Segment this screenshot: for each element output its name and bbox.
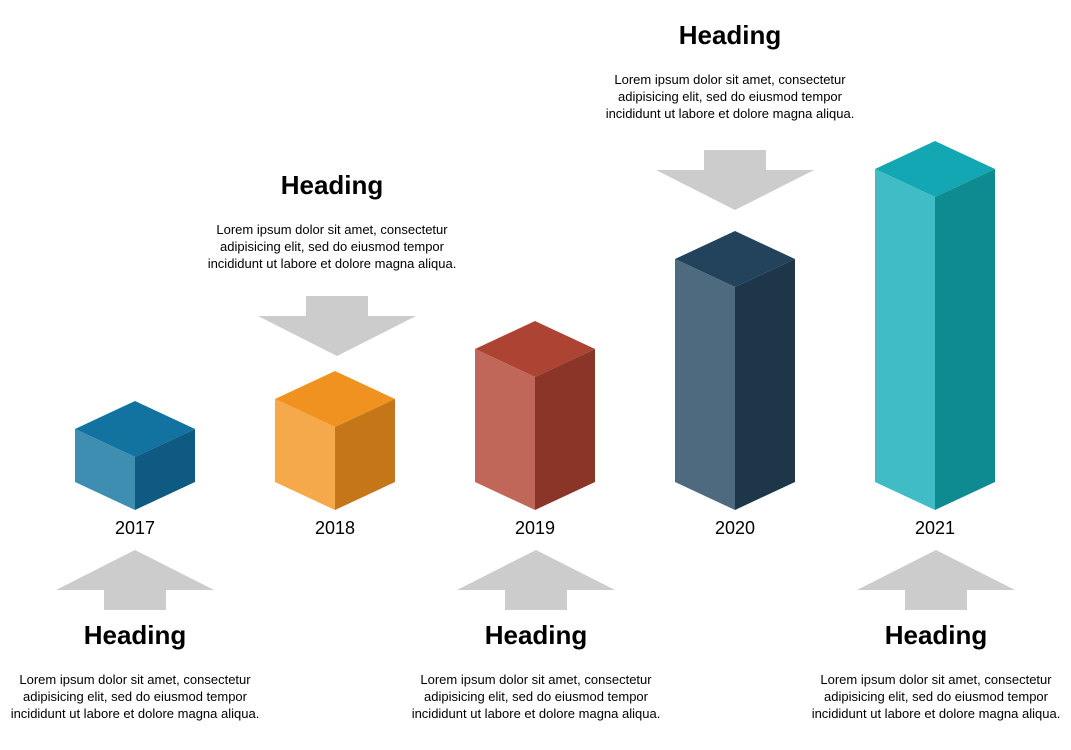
block-2019-left-face: [475, 349, 535, 510]
year-label-2020: 2020: [714, 518, 756, 538]
arrow-down-2020: [656, 150, 814, 210]
block-2017-right-face: [135, 429, 195, 510]
block-2021-left-face: [875, 169, 935, 510]
block-2019-right-face: [535, 349, 595, 510]
description-2019: Lorem ipsum dolor sit amet, consectetur …: [411, 672, 661, 721]
arrow-up-2019: [457, 550, 615, 610]
heading-2018: Heading: [280, 170, 384, 200]
block-2018-right-face: [335, 399, 395, 510]
block-2020-right-face: [735, 259, 795, 510]
arrow-up-2017: [56, 550, 214, 610]
description-2020: Lorem ipsum dolor sit amet, consectetur …: [605, 72, 855, 121]
block-2020-left-face: [675, 259, 735, 510]
year-label-2021: 2021: [914, 518, 956, 538]
heading-2020: Heading: [678, 20, 782, 50]
description-2017: Lorem ipsum dolor sit amet, consectetur …: [10, 672, 260, 721]
block-2021-right-face: [935, 169, 995, 510]
year-label-2019: 2019: [514, 518, 556, 538]
heading-2021: Heading: [884, 620, 988, 650]
arrow-up-2021: [857, 550, 1015, 610]
heading-2017: Heading: [83, 620, 187, 650]
description-2018: Lorem ipsum dolor sit amet, consectetur …: [207, 222, 457, 271]
year-label-2018: 2018: [314, 518, 356, 538]
block-2018-left-face: [275, 399, 335, 510]
heading-2019: Heading: [484, 620, 588, 650]
year-label-2017: 2017: [114, 518, 156, 538]
arrow-down-2018: [258, 296, 416, 356]
description-2021: Lorem ipsum dolor sit amet, consectetur …: [811, 672, 1061, 721]
block-2017-left-face: [75, 429, 135, 510]
